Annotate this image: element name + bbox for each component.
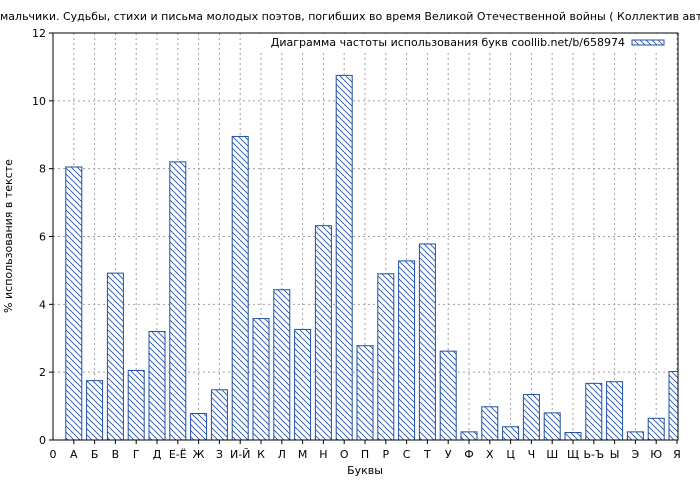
- x-tick-label: И-Й: [230, 448, 250, 461]
- legend: Диаграмма частоты использования букв coo…: [260, 34, 675, 52]
- bar-19: [439, 350, 457, 440]
- y-tick-label: 10: [32, 95, 46, 108]
- x-tick-label: М: [298, 448, 308, 461]
- x-tick-label: Л: [278, 448, 286, 461]
- grid-lines: [53, 33, 678, 440]
- x-zero-label: 0: [50, 448, 57, 461]
- bar-3: [106, 272, 124, 440]
- x-tick-label: У: [445, 448, 452, 461]
- bar-23: [522, 394, 540, 440]
- bar-5: [148, 330, 166, 440]
- x-tick-label: Г: [133, 448, 140, 461]
- x-tick-label: Ц: [506, 448, 515, 461]
- bar-25: [564, 432, 582, 440]
- bar-2: [86, 380, 104, 440]
- x-tick-label: Щ: [567, 448, 579, 461]
- x-tick-label: Ь-Ъ: [583, 448, 604, 461]
- x-tick-label: Ф: [464, 448, 473, 461]
- bar-10: [252, 318, 270, 440]
- bar-16: [377, 273, 395, 440]
- x-tick-label: Я: [673, 448, 681, 461]
- bar-18: [418, 243, 436, 440]
- x-tick-label: Р: [382, 448, 389, 461]
- bar-20: [460, 431, 478, 440]
- legend-label: Диаграмма частоты использования букв coo…: [271, 36, 625, 49]
- bar-15: [356, 345, 374, 440]
- x-tick-label: Ю: [650, 448, 662, 461]
- x-tick-label: Б: [91, 448, 99, 461]
- bar-22: [502, 426, 520, 440]
- y-tick-label: 0: [39, 434, 46, 447]
- bar-12: [294, 328, 312, 440]
- x-tick-label: А: [70, 448, 78, 461]
- bar-26: [585, 382, 603, 440]
- bar-9: [231, 135, 249, 440]
- y-tick-label: 6: [39, 231, 46, 244]
- x-tick-label: З: [216, 448, 223, 461]
- x-tick-label: Э: [632, 448, 640, 461]
- bar-1: [65, 166, 83, 440]
- x-axis-label: Буквы: [347, 464, 383, 477]
- x-tick-label: Т: [423, 448, 431, 461]
- x-tick-label: К: [257, 448, 265, 461]
- bars-group: [65, 74, 678, 440]
- x-tick-label: Ш: [546, 448, 558, 461]
- y-tick-label: 12: [32, 27, 46, 40]
- bar-14: [335, 74, 353, 440]
- bar-21: [481, 406, 499, 440]
- x-tick-label: О: [340, 448, 349, 461]
- legend-swatch: [631, 39, 665, 46]
- bar-17: [398, 260, 416, 440]
- y-tick-label: 8: [39, 163, 46, 176]
- y-tick-label: 2: [39, 366, 46, 379]
- bar-6: [169, 161, 187, 440]
- bar-27: [606, 381, 624, 440]
- y-axis-label: % использования в тексте: [2, 159, 15, 313]
- x-tick-label: Ы: [610, 448, 620, 461]
- bar-7: [190, 413, 208, 440]
- bar-8: [210, 389, 228, 440]
- bar-28: [626, 431, 644, 440]
- x-tick-label: В: [112, 448, 120, 461]
- legend-background: [260, 34, 675, 52]
- x-axis: 0 А Б В Г Д Е-Ё Ж З И-Й К Л М Н О П Р С Т У Ф Х Ц Ч Ш Щ Ь-Ъ Ы Э Ю Я: [50, 440, 681, 461]
- x-tick-label: Е-Ё: [169, 448, 187, 461]
- y-axis: 0 2 4 6 8 10 12: [32, 27, 53, 447]
- x-tick-label: П: [361, 448, 369, 461]
- bar-30: [668, 370, 678, 440]
- bar-11: [273, 289, 291, 440]
- bar-24: [543, 412, 561, 440]
- bar-29: [647, 417, 665, 440]
- x-tick-label: Ж: [193, 448, 205, 461]
- y-tick-label: 4: [39, 298, 46, 311]
- x-tick-label: Д: [153, 448, 162, 461]
- chart-title: мальчики. Судьбы, стихи и письма молодых…: [0, 10, 700, 23]
- x-tick-label: Х: [486, 448, 494, 461]
- bar-13: [314, 225, 332, 440]
- x-tick-label: Ч: [528, 448, 536, 461]
- x-tick-label: С: [403, 448, 411, 461]
- bar-4: [127, 369, 145, 440]
- x-tick-label: Н: [319, 448, 327, 461]
